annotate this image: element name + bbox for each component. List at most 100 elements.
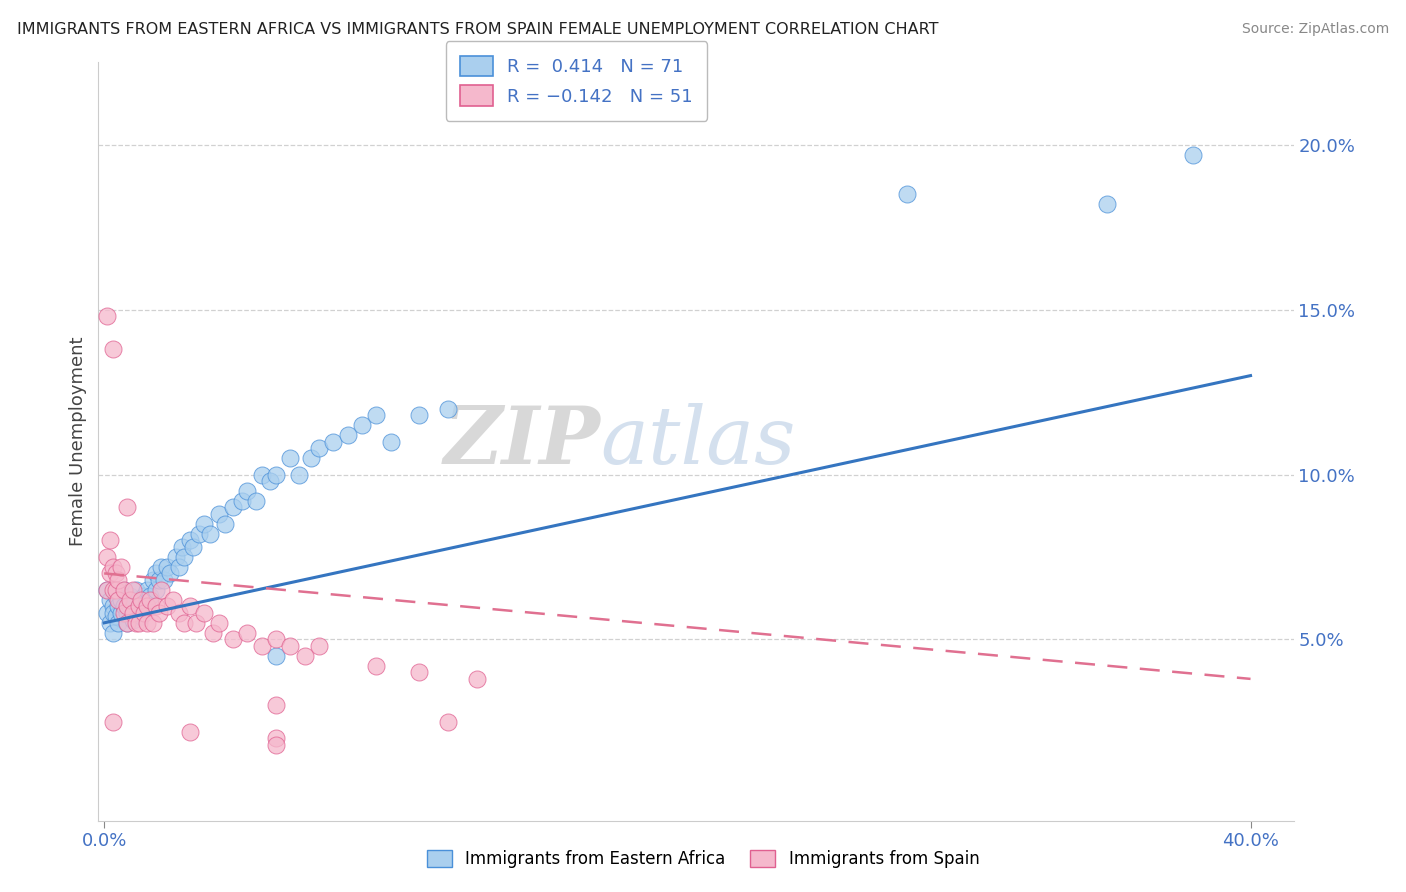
Point [107, 615, 129, 630]
Point [148, 606, 170, 620]
Point [352, 418, 374, 433]
Point [112, 582, 135, 597]
Point [139, 592, 162, 607]
Point [142, 573, 165, 587]
Point [101, 714, 124, 729]
Point [128, 599, 150, 614]
Point [134, 590, 156, 604]
Point [1182, 147, 1205, 161]
Point [148, 573, 170, 587]
Point [408, 408, 430, 422]
Point [101, 343, 124, 357]
Point [437, 401, 460, 416]
Point [259, 474, 281, 488]
Point [408, 665, 430, 680]
Point [179, 724, 201, 739]
Point [118, 590, 141, 604]
Point [104, 582, 127, 597]
Point [121, 606, 143, 620]
Point [250, 467, 273, 482]
Point [264, 648, 287, 663]
Point [115, 615, 138, 630]
Point [98, 566, 121, 581]
Point [115, 599, 138, 614]
Point [264, 632, 287, 647]
Point [264, 698, 287, 713]
Point [170, 540, 193, 554]
Point [264, 467, 287, 482]
Point [107, 599, 129, 614]
Point [131, 609, 153, 624]
Point [118, 592, 141, 607]
Point [294, 648, 316, 663]
Point [222, 500, 245, 515]
Point [366, 658, 388, 673]
Point [136, 599, 159, 614]
Legend: R =  0.414   N = 71, R = −0.142   N = 51: R = 0.414 N = 71, R = −0.142 N = 51 [446, 41, 707, 120]
Point [250, 639, 273, 653]
Point [98, 533, 121, 548]
Point [236, 625, 259, 640]
Point [128, 606, 150, 620]
Point [156, 599, 179, 614]
Text: ZIP: ZIP [443, 403, 600, 480]
Point [115, 500, 138, 515]
Point [104, 609, 127, 624]
Point [167, 606, 190, 620]
Point [308, 639, 330, 653]
Y-axis label: Female Unemployment: Female Unemployment [69, 337, 87, 546]
Point [198, 526, 221, 541]
Point [124, 615, 146, 630]
Point [159, 566, 181, 581]
Point [208, 507, 231, 521]
Point [110, 592, 132, 607]
Point [136, 615, 159, 630]
Point [145, 566, 167, 581]
Point [264, 738, 287, 752]
Point [101, 559, 124, 574]
Point [98, 615, 121, 630]
Point [128, 615, 150, 630]
Point [112, 606, 135, 620]
Text: IMMIGRANTS FROM EASTERN AFRICA VS IMMIGRANTS FROM SPAIN FEMALE UNEMPLOYMENT CORR: IMMIGRANTS FROM EASTERN AFRICA VS IMMIGR… [17, 22, 938, 37]
Point [131, 592, 153, 607]
Point [322, 434, 344, 449]
Point [128, 599, 150, 614]
Point [173, 615, 195, 630]
Point [121, 582, 143, 597]
Point [179, 599, 201, 614]
Point [118, 599, 141, 614]
Point [150, 582, 173, 597]
Point [380, 434, 402, 449]
Point [299, 450, 322, 465]
Point [107, 592, 129, 607]
Text: atlas: atlas [600, 403, 796, 480]
Point [139, 590, 162, 604]
Point [96, 606, 118, 620]
Point [231, 494, 253, 508]
Point [193, 606, 215, 620]
Text: Source: ZipAtlas.com: Source: ZipAtlas.com [1241, 22, 1389, 37]
Point [264, 731, 287, 746]
Point [101, 606, 124, 620]
Point [1097, 197, 1119, 211]
Point [437, 714, 460, 729]
Point [173, 549, 195, 564]
Point [280, 639, 302, 653]
Point [245, 494, 267, 508]
Point [187, 526, 209, 541]
Point [136, 582, 159, 597]
Point [179, 533, 201, 548]
Point [236, 483, 259, 498]
Point [150, 559, 173, 574]
Point [184, 615, 207, 630]
Point [162, 592, 184, 607]
Point [153, 573, 176, 587]
Point [214, 516, 236, 531]
Point [110, 606, 132, 620]
Point [98, 592, 121, 607]
Point [145, 599, 167, 614]
Point [156, 559, 179, 574]
Point [208, 615, 231, 630]
Point [112, 599, 135, 614]
